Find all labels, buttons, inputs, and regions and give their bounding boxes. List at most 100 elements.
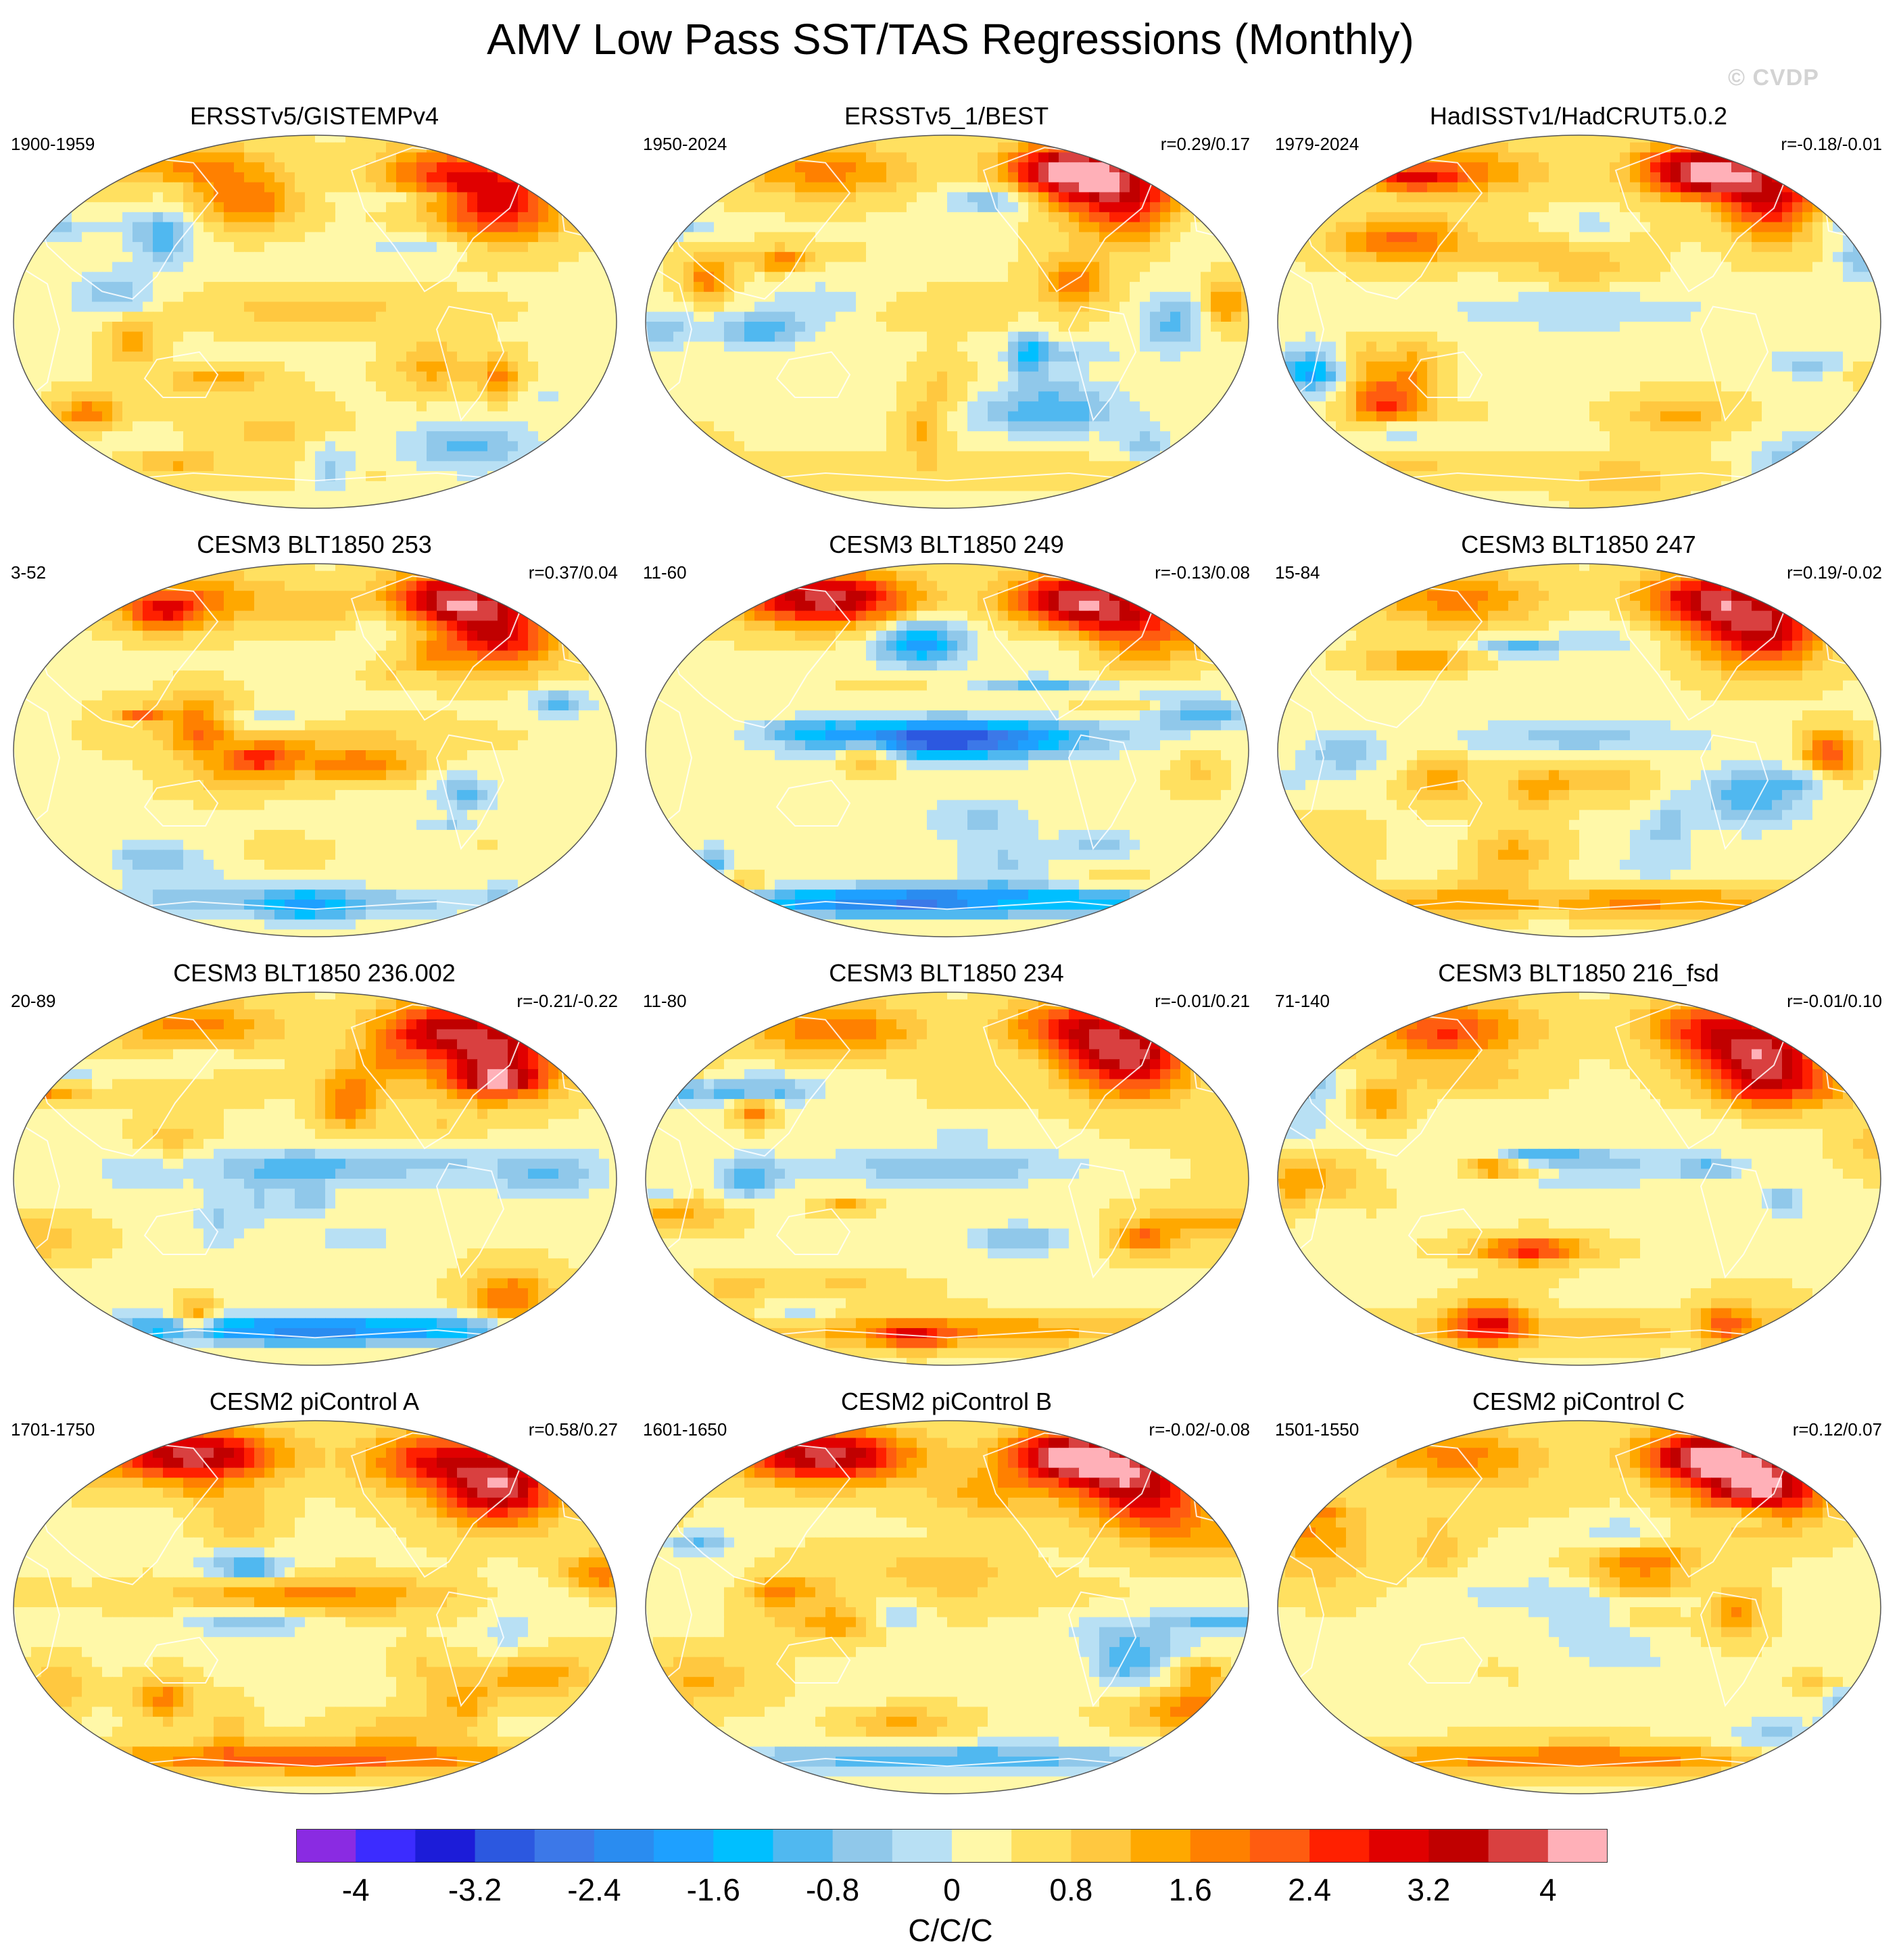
- panel-correlation: r=-0.18/-0.01: [1781, 134, 1882, 154]
- panel-period: 1979-2024: [1275, 134, 1359, 154]
- panel-title: ERSSTv5_1/BEST: [632, 101, 1261, 131]
- coastline-asia: [34, 1011, 219, 1157]
- coastline-africa: [1278, 268, 1325, 399]
- regression-map: [13, 991, 617, 1366]
- coastline-asia: [34, 1440, 219, 1586]
- colorbar-tick-label: 1.6: [1169, 1871, 1212, 1909]
- map-border: [1277, 1420, 1881, 1794]
- panel-correlation: r=-0.02/-0.08: [1149, 1419, 1250, 1440]
- coastline-africa: [14, 1125, 61, 1256]
- panel-correlation: r=0.29/0.17: [1161, 134, 1250, 154]
- coastline-australia: [143, 351, 219, 398]
- colorbar-swatch: [654, 1829, 714, 1863]
- colorbar-swatch: [356, 1829, 416, 1863]
- panel-correlation: r=-0.21/-0.22: [516, 991, 618, 1011]
- coastline-africa: [646, 1125, 693, 1256]
- panel-correlation: r=-0.01/0.21: [1155, 991, 1250, 1011]
- colorbar-swatch: [1130, 1829, 1191, 1863]
- coastline-australia: [1407, 779, 1483, 827]
- regression-map: [1277, 991, 1881, 1366]
- colorbar-swatch: [892, 1829, 953, 1863]
- colorbar-swatch: [1071, 1829, 1132, 1863]
- coastline-south-america: [1067, 1591, 1137, 1707]
- colorbar-swatch: [1249, 1829, 1310, 1863]
- panel-correlation: r=-0.13/0.08: [1155, 562, 1250, 583]
- colorbar-swatch: [1488, 1829, 1549, 1863]
- panel-correlation: r=0.37/0.04: [529, 562, 618, 583]
- coastline-south-america: [1700, 1591, 1769, 1707]
- coastline-south-america: [1067, 1162, 1137, 1279]
- panel-title: ERSSTv5/GISTEMPv4: [0, 101, 629, 131]
- colorbar-tick-label: 3.2: [1407, 1871, 1451, 1909]
- regression-map: [645, 1420, 1249, 1794]
- panel-period: 1900-1959: [11, 134, 95, 154]
- panel-correlation: r=0.58/0.27: [529, 1419, 618, 1440]
- panel-title: CESM3 BLT1850 216_fsd: [1264, 958, 1893, 988]
- panel-title: CESM2 piControl B: [632, 1387, 1261, 1417]
- regression-map: [13, 134, 617, 509]
- map-border: [645, 991, 1249, 1366]
- colorbar-units: C/C/C: [0, 1911, 1901, 1949]
- map-panel: CESM3 BLT1850 247 15-84 r=0.19/-0.02: [1264, 530, 1893, 949]
- coastline-australia: [775, 1208, 851, 1255]
- coastline-south-america: [1700, 305, 1769, 422]
- map-panel: ERSSTv5/GISTEMPv4 1900-1959: [0, 101, 629, 520]
- coastline-australia: [143, 779, 219, 827]
- panel-period: 3-52: [11, 562, 46, 583]
- colorbar-swatch: [1547, 1829, 1608, 1863]
- map-panel: CESM3 BLT1850 236.002 20-89 r=-0.21/-0.22: [0, 958, 629, 1377]
- colorbar-swatch: [952, 1829, 1012, 1863]
- colorbar: [296, 1829, 1608, 1863]
- coastline-africa: [1278, 1125, 1325, 1256]
- map-panel: CESM2 piControl C 1501-1550 r=0.12/0.07: [1264, 1387, 1893, 1806]
- coastline-south-america: [1700, 1162, 1769, 1279]
- figure-title: AMV Low Pass SST/TAS Regressions (Monthl…: [0, 12, 1901, 66]
- coastline-australia: [775, 351, 851, 398]
- coastline-asia: [666, 583, 851, 729]
- map-border: [13, 991, 617, 1366]
- coastline-asia: [1298, 583, 1483, 729]
- colorbar-outline: [296, 1829, 1608, 1863]
- coastline-asia: [1298, 1011, 1483, 1157]
- coastline-australia: [143, 1208, 219, 1255]
- colorbar-tick-label: 0: [943, 1871, 961, 1909]
- panel-title: CESM2 piControl A: [0, 1387, 629, 1417]
- colorbar-tick-label: 0.8: [1049, 1871, 1092, 1909]
- map-panel: CESM3 BLT1850 216_fsd 71-140 r=-0.01/0.10: [1264, 958, 1893, 1377]
- map-border: [645, 134, 1249, 509]
- panel-period: 15-84: [1275, 562, 1320, 583]
- panel-period: 20-89: [11, 991, 56, 1011]
- panel-correlation: r=0.19/-0.02: [1787, 562, 1882, 583]
- panel-title: CESM3 BLT1850 236.002: [0, 958, 629, 988]
- coastline-south-america: [435, 305, 505, 422]
- map-border: [645, 563, 1249, 937]
- coastline-south-america: [1067, 305, 1137, 422]
- map-border: [1277, 991, 1881, 1366]
- coastline-africa: [14, 268, 61, 399]
- coastline-south-america: [435, 1591, 505, 1707]
- colorbar-tick-label: 2.4: [1288, 1871, 1331, 1909]
- map-border: [645, 1420, 1249, 1794]
- colorbar-swatch: [534, 1829, 595, 1863]
- coastline-asia: [34, 583, 219, 729]
- colorbar-swatch: [1011, 1829, 1072, 1863]
- coastline-south-america: [435, 1162, 505, 1279]
- regression-map: [1277, 134, 1881, 509]
- colorbar-swatch: [832, 1829, 893, 1863]
- map-panel: CESM3 BLT1850 234 11-80 r=-0.01/0.21: [632, 958, 1261, 1377]
- colorbar-tick-label: -2.4: [567, 1871, 621, 1909]
- map-panel: HadISSTv1/HadCRUT5.0.2 1979-2024 r=-0.18/-…: [1264, 101, 1893, 520]
- panel-title: CESM3 BLT1850 249: [632, 530, 1261, 560]
- panel-period: 1950-2024: [643, 134, 727, 154]
- map-border: [1277, 563, 1881, 937]
- regression-map: [13, 1420, 617, 1794]
- panel-period: 71-140: [1275, 991, 1330, 1011]
- coastline-australia: [1407, 351, 1483, 398]
- map-panel: CESM2 piControl A 1701-1750 r=0.58/0.27: [0, 1387, 629, 1806]
- coastline-africa: [646, 1553, 693, 1684]
- map-border: [1277, 134, 1881, 509]
- coastline-south-america: [1067, 734, 1137, 850]
- coastline-australia: [143, 1636, 219, 1684]
- map-panel: ERSSTv5_1/BEST 1950-2024 r=0.29/0.17: [632, 101, 1261, 520]
- coastline-africa: [1278, 1553, 1325, 1684]
